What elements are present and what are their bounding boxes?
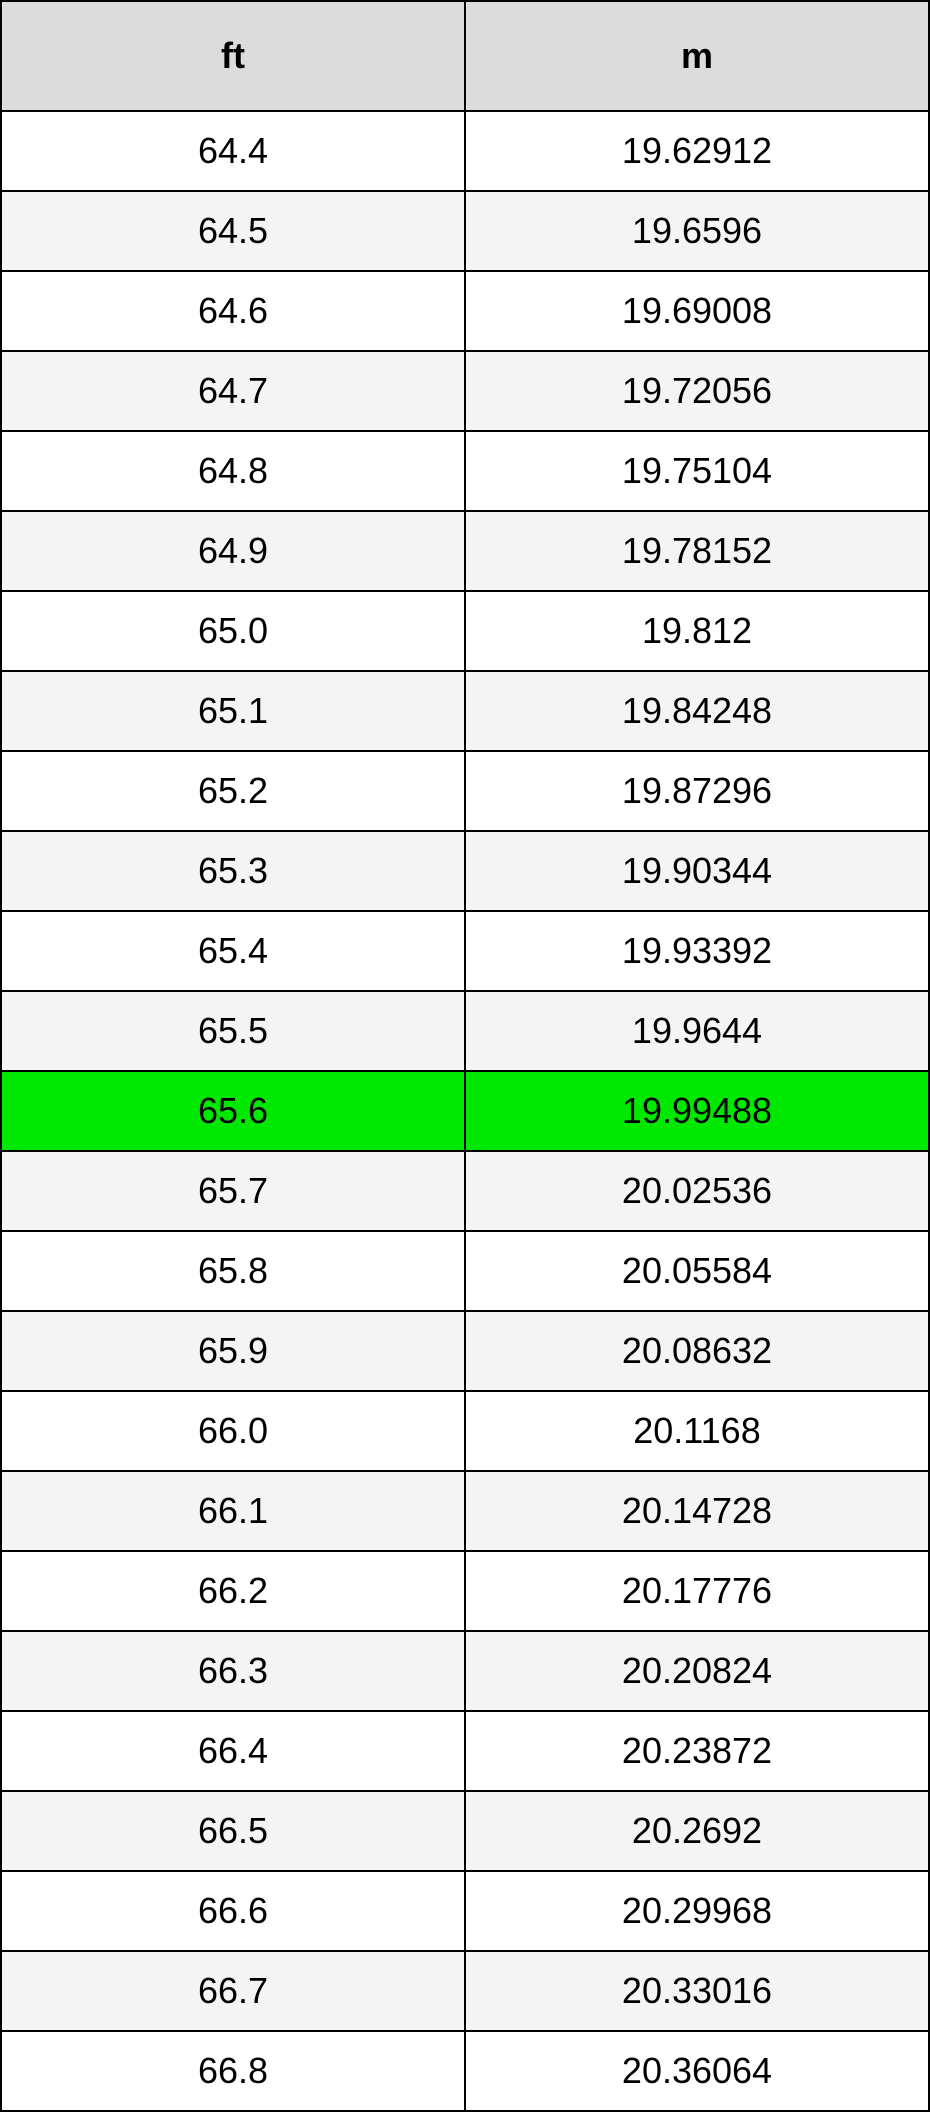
cell-m: 19.84248 (465, 671, 929, 751)
column-header-m: m (465, 1, 929, 111)
cell-ft: 65.9 (1, 1311, 465, 1391)
conversion-table-container: ft m 64.419.6291264.519.659664.619.69008… (0, 0, 930, 2112)
table-body: 64.419.6291264.519.659664.619.6900864.71… (1, 111, 929, 2111)
cell-ft: 66.8 (1, 2031, 465, 2111)
cell-m: 19.99488 (465, 1071, 929, 1151)
cell-ft: 64.8 (1, 431, 465, 511)
cell-ft: 64.9 (1, 511, 465, 591)
table-row: 64.619.69008 (1, 271, 929, 351)
table-row: 66.220.17776 (1, 1551, 929, 1631)
cell-ft: 65.3 (1, 831, 465, 911)
conversion-table: ft m 64.419.6291264.519.659664.619.69008… (0, 0, 930, 2112)
table-row: 64.819.75104 (1, 431, 929, 511)
cell-ft: 65.6 (1, 1071, 465, 1151)
cell-m: 19.9644 (465, 991, 929, 1071)
table-row: 66.820.36064 (1, 2031, 929, 2111)
cell-ft: 65.0 (1, 591, 465, 671)
cell-ft: 66.5 (1, 1791, 465, 1871)
cell-m: 20.08632 (465, 1311, 929, 1391)
table-row: 64.919.78152 (1, 511, 929, 591)
table-row: 64.519.6596 (1, 191, 929, 271)
cell-ft: 66.0 (1, 1391, 465, 1471)
column-header-ft: ft (1, 1, 465, 111)
table-row: 65.219.87296 (1, 751, 929, 831)
table-row: 65.820.05584 (1, 1231, 929, 1311)
cell-m: 19.75104 (465, 431, 929, 511)
header-row: ft m (1, 1, 929, 111)
cell-m: 20.02536 (465, 1151, 929, 1231)
cell-ft: 65.2 (1, 751, 465, 831)
table-row: 65.920.08632 (1, 1311, 929, 1391)
cell-ft: 65.1 (1, 671, 465, 751)
cell-ft: 66.6 (1, 1871, 465, 1951)
table-row: 66.620.29968 (1, 1871, 929, 1951)
table-row: 65.119.84248 (1, 671, 929, 751)
cell-ft: 64.4 (1, 111, 465, 191)
cell-m: 20.1168 (465, 1391, 929, 1471)
cell-m: 19.62912 (465, 111, 929, 191)
cell-m: 19.72056 (465, 351, 929, 431)
cell-ft: 66.4 (1, 1711, 465, 1791)
cell-ft: 66.3 (1, 1631, 465, 1711)
cell-m: 19.90344 (465, 831, 929, 911)
cell-m: 19.78152 (465, 511, 929, 591)
cell-ft: 66.2 (1, 1551, 465, 1631)
table-row: 66.020.1168 (1, 1391, 929, 1471)
cell-m: 19.93392 (465, 911, 929, 991)
cell-m: 20.2692 (465, 1791, 929, 1871)
table-row: 65.519.9644 (1, 991, 929, 1071)
cell-ft: 65.8 (1, 1231, 465, 1311)
table-row: 64.419.62912 (1, 111, 929, 191)
cell-m: 19.6596 (465, 191, 929, 271)
cell-m: 20.20824 (465, 1631, 929, 1711)
cell-ft: 65.5 (1, 991, 465, 1071)
cell-m: 19.87296 (465, 751, 929, 831)
cell-ft: 66.7 (1, 1951, 465, 2031)
table-row: 66.120.14728 (1, 1471, 929, 1551)
table-row: 65.419.93392 (1, 911, 929, 991)
cell-ft: 64.5 (1, 191, 465, 271)
cell-m: 20.23872 (465, 1711, 929, 1791)
cell-ft: 64.6 (1, 271, 465, 351)
table-row: 66.520.2692 (1, 1791, 929, 1871)
cell-ft: 65.4 (1, 911, 465, 991)
cell-m: 20.36064 (465, 2031, 929, 2111)
table-row: 66.420.23872 (1, 1711, 929, 1791)
table-row: 66.320.20824 (1, 1631, 929, 1711)
cell-ft: 66.1 (1, 1471, 465, 1551)
cell-m: 19.69008 (465, 271, 929, 351)
table-row: 64.719.72056 (1, 351, 929, 431)
cell-m: 19.812 (465, 591, 929, 671)
cell-ft: 64.7 (1, 351, 465, 431)
table-row: 65.720.02536 (1, 1151, 929, 1231)
cell-m: 20.05584 (465, 1231, 929, 1311)
table-row: 66.720.33016 (1, 1951, 929, 2031)
table-row: 65.619.99488 (1, 1071, 929, 1151)
cell-m: 20.17776 (465, 1551, 929, 1631)
cell-m: 20.29968 (465, 1871, 929, 1951)
cell-ft: 65.7 (1, 1151, 465, 1231)
table-row: 65.319.90344 (1, 831, 929, 911)
cell-m: 20.33016 (465, 1951, 929, 2031)
table-row: 65.019.812 (1, 591, 929, 671)
cell-m: 20.14728 (465, 1471, 929, 1551)
